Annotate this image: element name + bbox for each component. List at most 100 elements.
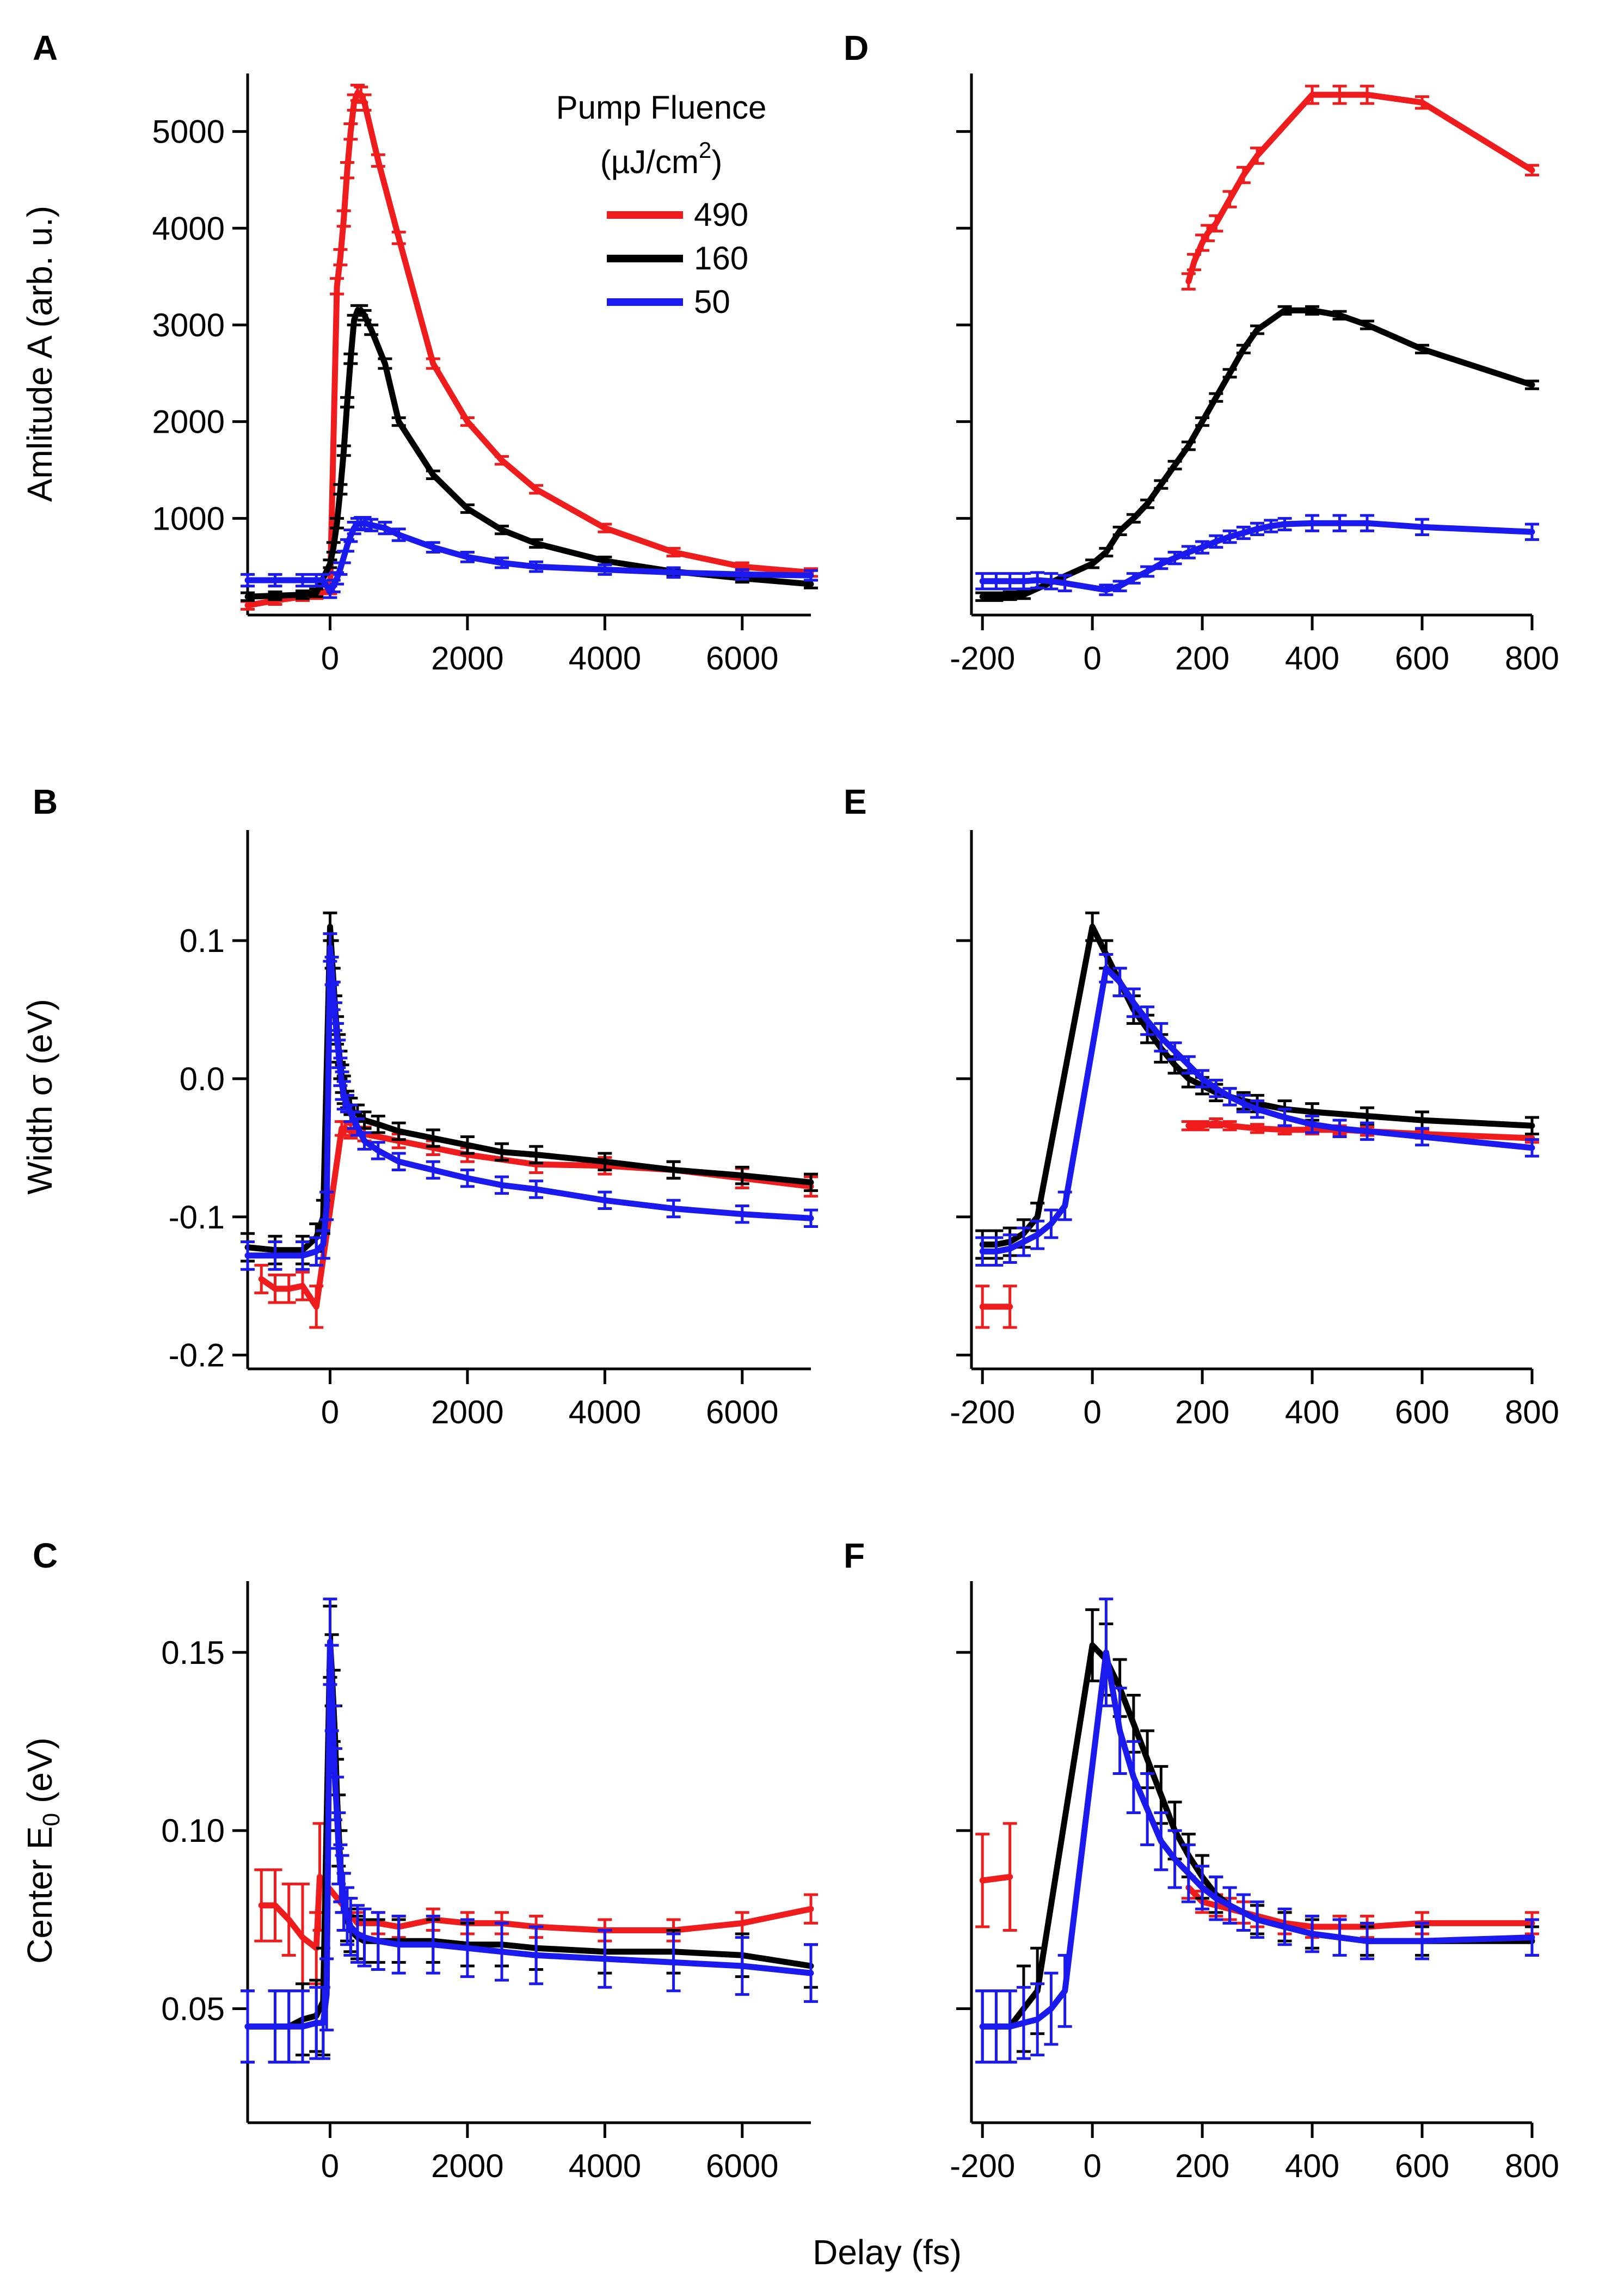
error-bar-f-50 <box>1112 1686 1127 1775</box>
y-axis-title-c-post: (eV) <box>20 1737 59 1813</box>
error-bar-b-160 <box>391 1121 406 1141</box>
error-bar-b-50 <box>324 956 339 986</box>
error-bar-f-50 <box>1250 1900 1265 1939</box>
error-bar-b-50 <box>426 1160 440 1180</box>
error-bar-d-50 <box>1332 514 1347 532</box>
error-bar-b-50 <box>309 1236 324 1267</box>
series-line-d-160 <box>979 307 1535 600</box>
error-bar-e-50 <box>1236 1093 1251 1114</box>
error-bar-d-160 <box>1140 499 1155 509</box>
error-bar-a-160 <box>391 416 406 427</box>
error-bar-d-490 <box>1525 164 1539 177</box>
error-bar-d-50 <box>1167 551 1182 566</box>
error-bar-a-490 <box>340 161 355 180</box>
error-bar-f-50 <box>1236 1893 1251 1932</box>
error-bar-b-160 <box>804 1172 818 1193</box>
error-bar-f-160 <box>1085 1608 1100 1682</box>
error-bar-a-160 <box>529 538 544 549</box>
series-a-50 <box>241 516 818 599</box>
x-tick-label-c: 6000 <box>706 2148 778 2184</box>
error-bar-b-50 <box>268 1240 282 1271</box>
x-tick-label-e: 0 <box>1083 1394 1101 1430</box>
error-bar-b-50 <box>371 1141 385 1160</box>
series-d-50 <box>975 514 1539 597</box>
error-bar-f-50 <box>989 1989 1004 2064</box>
series-b-50 <box>241 932 818 1271</box>
error-bar-c-50 <box>295 1989 310 2064</box>
error-bar-d-490 <box>1186 253 1201 272</box>
panel-label-b: B <box>33 782 58 821</box>
error-bar-b-160 <box>426 1128 440 1148</box>
series-line-f-490 <box>979 1873 1013 1884</box>
error-bar-c-50 <box>319 1957 334 2032</box>
x-tick-label-e: 200 <box>1175 1394 1229 1430</box>
series-e-50 <box>975 952 1539 1267</box>
error-bar-f-50 <box>1057 1953 1072 2028</box>
error-bar-c-50 <box>529 1925 544 1986</box>
error-bar-d-160 <box>1002 590 1017 601</box>
series-e-490 <box>975 1285 1017 1329</box>
x-tick-label-c: 2000 <box>431 2148 503 2184</box>
error-bar-d-160 <box>1126 513 1141 524</box>
error-bar-e-50 <box>1181 1055 1196 1075</box>
error-bar-f-50 <box>1044 1971 1059 2046</box>
panel-d: -200 0 200 400 600 800 <box>950 73 1559 677</box>
error-bar-b-160 <box>598 1152 612 1171</box>
panel-c: 0.05 0.10 0.15 0 2000 4000 6000 <box>161 1581 818 2184</box>
error-bar-d-490 <box>1415 95 1430 110</box>
error-bar-f-50 <box>1181 1843 1196 1903</box>
error-bar-e-50 <box>1277 1108 1292 1127</box>
error-bar-f-50 <box>1016 1986 1031 2060</box>
error-bar-f-50 <box>1099 1597 1114 1707</box>
error-bar-c-50 <box>343 1897 358 1957</box>
error-bar-a-160 <box>336 444 351 457</box>
error-bar-e-490 <box>1181 1120 1196 1132</box>
panel-label-f: F <box>844 1536 865 1575</box>
x-tick-label-e: -200 <box>950 1394 1015 1430</box>
error-bar-a-50 <box>295 573 310 588</box>
error-bar-b-50 <box>666 1199 681 1219</box>
error-bar-f-50 <box>1415 1921 1430 1961</box>
error-bar-a-50 <box>391 527 406 542</box>
x-tick-label-a: 4000 <box>569 640 641 677</box>
error-bar-d-490 <box>1360 84 1375 105</box>
error-bar-d-160 <box>1016 589 1031 600</box>
legend-title-unit: (µJ/cm <box>600 144 699 180</box>
error-bar-d-50 <box>1305 514 1320 532</box>
panel-b: -0.2 -0.1 0.0 0.1 0 2000 4000 6000 <box>169 830 818 1430</box>
panel-label-d: D <box>844 28 869 67</box>
error-bar-c-490 <box>295 1882 310 1993</box>
error-bar-d-160 <box>1181 440 1196 451</box>
error-bar-c-50 <box>460 1918 475 1978</box>
y-tick-label-a: 1000 <box>152 500 225 537</box>
error-bar-a-50 <box>666 566 681 579</box>
error-bar-b-160 <box>529 1145 544 1165</box>
error-bar-a-490 <box>391 230 406 245</box>
error-bar-a-490 <box>371 153 385 168</box>
error-bar-c-50 <box>391 1914 406 1975</box>
error-bar-a-50 <box>426 541 440 554</box>
legend: Pump Fluence (µJ/cm2) 490 160 50 <box>556 89 767 320</box>
error-bar-c-50 <box>281 1989 296 2064</box>
y-tick-label-a: 4000 <box>152 210 225 247</box>
error-bar-b-50 <box>495 1175 509 1195</box>
error-bar-e-50 <box>1209 1078 1223 1098</box>
error-bar-e-50 <box>989 1236 1004 1267</box>
series-line-f-490 <box>1185 1884 1535 1930</box>
x-tick-label-d: 800 <box>1505 640 1559 677</box>
error-bar-e-50 <box>1057 1190 1072 1221</box>
x-tick-label-f: 400 <box>1285 2148 1339 2184</box>
error-bar-b-50 <box>326 980 341 1011</box>
error-bar-b-50 <box>295 1240 310 1271</box>
error-bar-c-50 <box>268 1989 282 2064</box>
series-a-490 <box>241 83 818 611</box>
y-tick-label-b: 0.1 <box>180 923 225 959</box>
error-bar-b-50 <box>391 1152 406 1171</box>
error-bar-b-160 <box>495 1142 509 1162</box>
legend-title-close: ) <box>711 144 722 180</box>
error-bar-c-490 <box>254 1868 269 1943</box>
error-bar-e-50 <box>1250 1099 1265 1119</box>
error-bar-a-490 <box>357 93 372 112</box>
error-bar-a-490 <box>598 523 612 533</box>
error-bar-d-50 <box>1140 565 1155 578</box>
